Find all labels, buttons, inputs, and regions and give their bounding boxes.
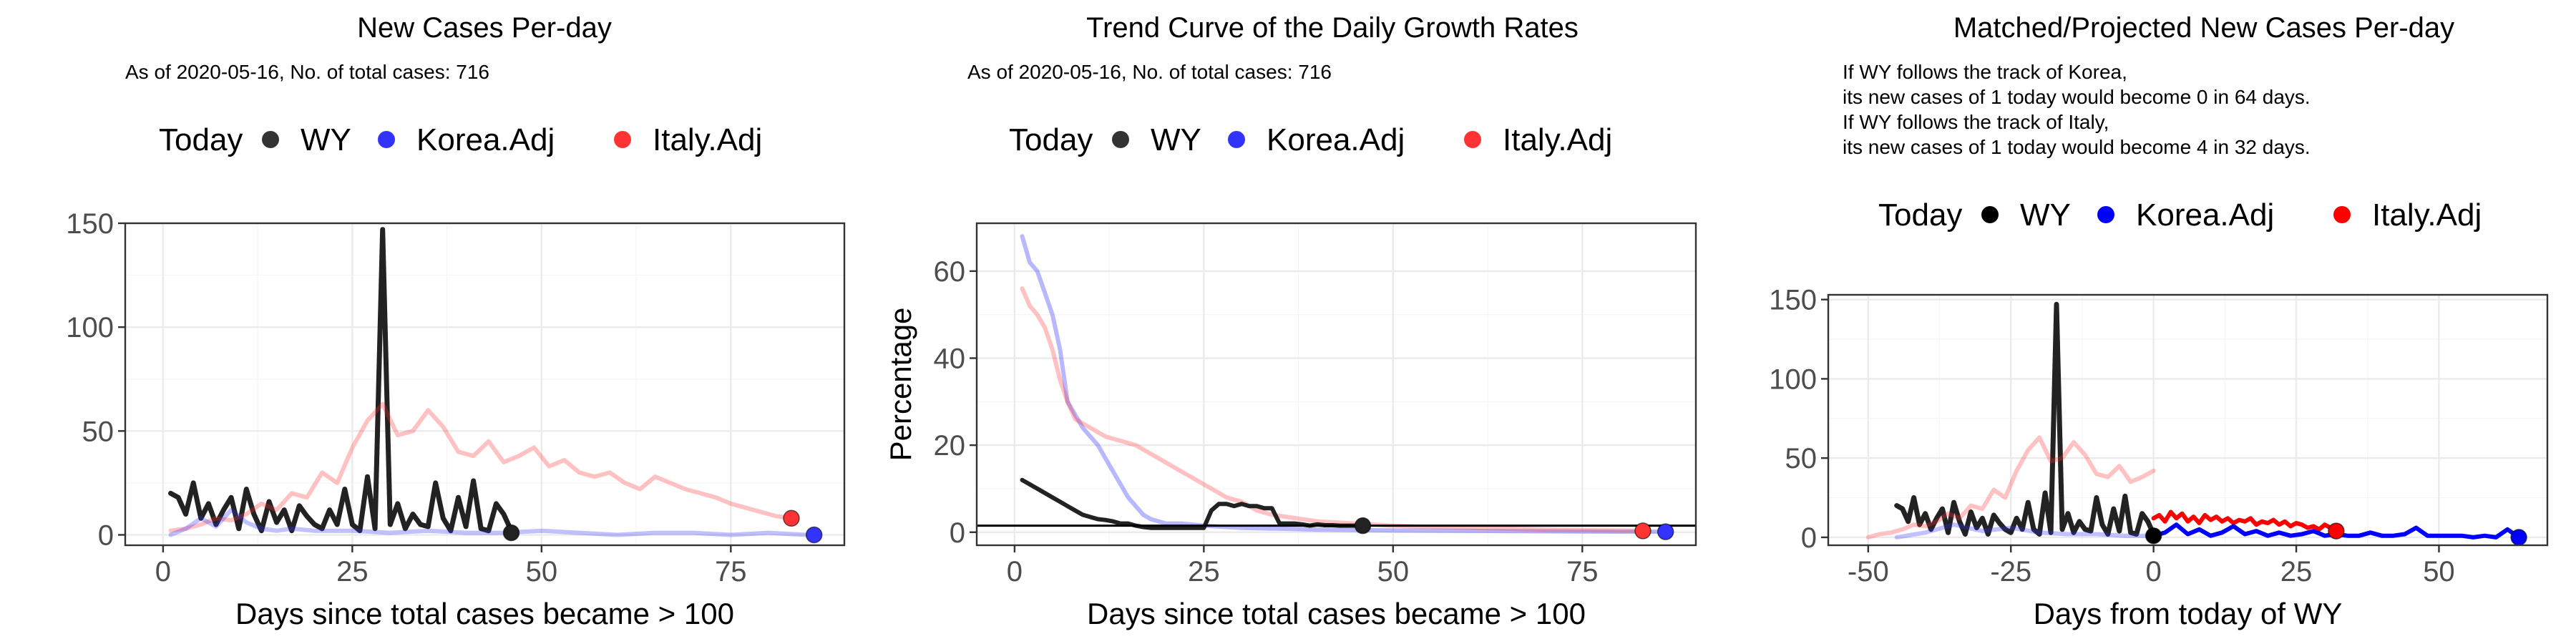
x-tick-label: 50 xyxy=(1377,556,1410,587)
chart-title: New Cases Per-day xyxy=(357,12,612,44)
today-point-wy xyxy=(2145,527,2162,545)
series-line-italy-adj xyxy=(1020,286,1645,533)
legend-label: Italy.Adj xyxy=(2372,197,2482,233)
legend-label: WY xyxy=(1151,122,1201,157)
chart-title: Matched/Projected New Cases Per-day xyxy=(1953,12,2454,44)
legend-title: Today xyxy=(1878,197,1962,233)
series-line-wy xyxy=(168,227,514,534)
legend-title: Today xyxy=(1009,122,1093,157)
chart-subtitle: As of 2020-05-16, No. of total cases: 71… xyxy=(967,61,1332,83)
x-tick-label: 0 xyxy=(155,556,171,587)
y-tick-label: 150 xyxy=(66,208,114,240)
plot-frame xyxy=(975,222,1697,547)
grid xyxy=(977,223,1696,545)
today-point-wy xyxy=(1354,517,1372,535)
legend-marker xyxy=(378,131,395,148)
today-point-italy-adj xyxy=(1634,522,1652,540)
x-axis-title: Days since total cases became > 100 xyxy=(1087,597,1586,630)
legend-label: WY xyxy=(301,122,351,157)
legend: Today WY Korea.Adj Italy.Adj xyxy=(159,122,762,157)
plot-frame xyxy=(1827,293,2549,547)
y-tick-label: 40 xyxy=(934,343,966,375)
y-tick-label: 20 xyxy=(934,430,966,462)
chart-panel-2: Trend Curve of the Daily Growth Rates As … xyxy=(884,12,1697,630)
legend-label: Italy.Adj xyxy=(1503,122,1612,157)
chart-title: Trend Curve of the Daily Growth Rates xyxy=(1086,12,1579,44)
legend-label: Korea.Adj xyxy=(1267,122,1405,157)
x-tick-label: 0 xyxy=(1007,556,1023,587)
annotation-line: its new cases of 1 today would become 4 … xyxy=(1843,136,2311,158)
x-tick-label: 0 xyxy=(2146,556,2162,587)
y-tick-label: 100 xyxy=(66,312,114,343)
legend-marker xyxy=(614,131,631,148)
y-tick-label: 150 xyxy=(1769,285,1817,316)
y-axis-title: Percentage xyxy=(884,308,917,462)
x-tick-label: 25 xyxy=(2280,556,2313,587)
data-layer xyxy=(1865,301,2527,545)
data-layer xyxy=(977,234,1696,540)
x-tick-label: 25 xyxy=(1188,556,1220,587)
annotation-line: its new cases of 1 today would become 0 … xyxy=(1843,86,2311,108)
x-tick-label: 75 xyxy=(715,556,747,587)
annotation-line: If WY follows the track of Korea, xyxy=(1843,61,2127,83)
series-line-italy-adj xyxy=(168,401,794,533)
plot-area xyxy=(977,223,1696,545)
x-tick-label: 50 xyxy=(2423,556,2455,587)
legend: Today WY Korea.Adj Italy.Adj xyxy=(1878,197,2482,233)
legend-label: Korea.Adj xyxy=(416,122,555,157)
legend-marker xyxy=(1464,131,1481,148)
y-tick-label: 100 xyxy=(1769,364,1817,395)
today-point-italy-adj xyxy=(783,509,800,527)
legend-marker xyxy=(262,131,279,148)
y-tick-label: 0 xyxy=(1801,522,1817,554)
today-point-wy xyxy=(502,524,520,542)
legend-marker xyxy=(1228,131,1245,148)
series-line-italy-adj xyxy=(1865,435,2156,540)
series-line-italy-adj-projected xyxy=(2151,509,2338,534)
series-line-korea-adj xyxy=(1894,522,2156,540)
chart-subtitle: As of 2020-05-16, No. of total cases: 71… xyxy=(125,61,489,83)
legend-title: Today xyxy=(159,122,243,157)
series-line-korea-adj xyxy=(1020,234,1668,535)
x-tick-label: 25 xyxy=(336,556,369,587)
grid xyxy=(125,222,844,545)
legend: Today WY Korea.Adj Italy.Adj xyxy=(1009,122,1612,157)
x-axis-title: Days since total cases became > 100 xyxy=(235,597,734,630)
legend-marker xyxy=(1981,206,1999,223)
legend-marker xyxy=(2097,206,2114,223)
y-tick-label: 0 xyxy=(98,519,114,551)
today-point-korea-adj xyxy=(805,526,823,544)
chart-panel-3: Matched/Projected New Cases Per-day If WY… xyxy=(1769,12,2549,630)
today-point-italy-adj xyxy=(2328,522,2345,540)
annotation-line: If WY follows the track of Italy, xyxy=(1843,111,2109,133)
legend-marker xyxy=(1112,131,1129,148)
today-point-korea-adj xyxy=(1657,523,1674,540)
plot-area xyxy=(1828,295,2547,545)
data-layer xyxy=(168,227,823,544)
legend-label: Korea.Adj xyxy=(2136,197,2274,233)
legend-label: Italy.Adj xyxy=(653,122,762,157)
x-tick-label: 75 xyxy=(1566,556,1599,587)
x-tick-label: 50 xyxy=(526,556,558,587)
y-tick-label: 50 xyxy=(82,416,114,447)
series-line-wy xyxy=(1894,301,2157,537)
grid xyxy=(1828,295,2547,545)
x-axis-title: Days from today of WY xyxy=(2034,597,2343,630)
chart-panel-1: New Cases Per-day As of 2020-05-16, No. o… xyxy=(66,12,846,630)
y-tick-label: 60 xyxy=(934,256,966,288)
today-point-korea-adj xyxy=(2510,529,2527,545)
legend-marker xyxy=(2333,206,2351,223)
series-line-korea-adj xyxy=(168,507,809,537)
x-tick-label: -25 xyxy=(1990,556,2031,587)
plot-frame xyxy=(124,222,846,547)
legend-label: WY xyxy=(2020,197,2071,233)
y-tick-label: 0 xyxy=(950,517,965,549)
y-tick-label: 50 xyxy=(1785,443,1818,474)
x-tick-label: -50 xyxy=(1848,556,1889,587)
